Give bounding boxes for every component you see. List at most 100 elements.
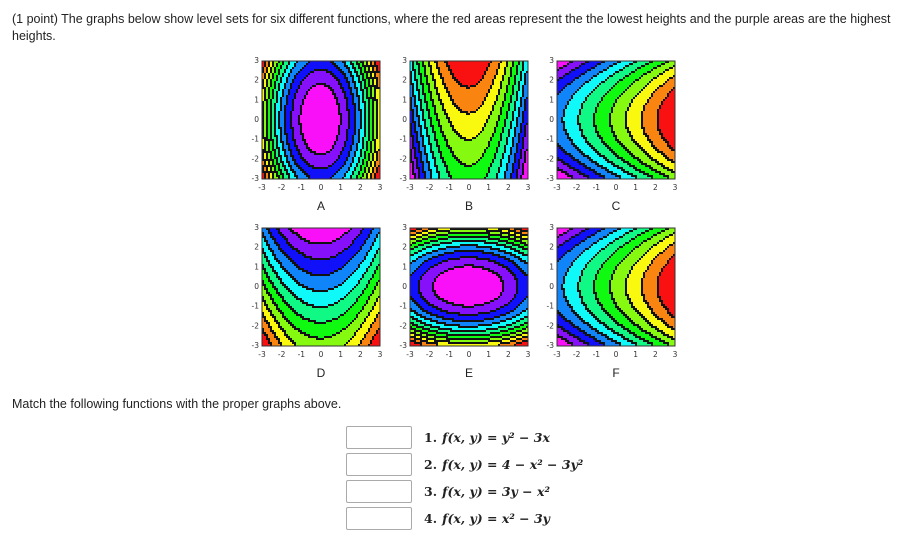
- contour-band: [356, 109, 359, 112]
- contour-band: [340, 107, 347, 110]
- contour-band: [514, 83, 517, 86]
- contour-band: [412, 103, 415, 106]
- contour-band: [330, 89, 335, 92]
- contour-band: [376, 105, 379, 108]
- contour-band: [422, 93, 427, 96]
- contour-band: [613, 85, 616, 88]
- contour-band: [374, 79, 377, 82]
- contour-band: [486, 93, 489, 96]
- contour-band: [296, 75, 307, 78]
- contour-band: [276, 113, 279, 116]
- contour-band: [649, 101, 662, 104]
- contour-band: [272, 280, 281, 283]
- contour-band: [490, 117, 499, 120]
- contour-band: [354, 155, 357, 158]
- contour-band: [639, 79, 652, 82]
- contour-band: [338, 111, 341, 114]
- contour-band: [518, 123, 521, 126]
- contour-band: [522, 67, 525, 70]
- contour-band: [264, 234, 271, 237]
- contour-band: [516, 177, 519, 180]
- contour-band: [514, 105, 517, 108]
- contour-band: [374, 119, 377, 122]
- contour-band: [514, 63, 519, 66]
- contour-band: [378, 107, 381, 110]
- contour-band: [266, 75, 269, 78]
- contour-band: [354, 171, 359, 174]
- contour-band: [346, 105, 349, 108]
- contour-band: [412, 67, 415, 70]
- contour-band: [378, 131, 381, 134]
- contour-band: [661, 171, 672, 174]
- contour-band: [278, 155, 283, 158]
- contour-band: [577, 149, 582, 152]
- contour-band: [667, 81, 676, 84]
- contour-band: [360, 89, 365, 92]
- contour-band: [262, 83, 265, 86]
- contour-band: [522, 139, 525, 142]
- contour-band: [520, 161, 525, 164]
- contour-band: [264, 280, 269, 283]
- contour-band: [440, 71, 451, 74]
- contour-band: [360, 119, 363, 122]
- contour-band: [370, 93, 373, 96]
- contour-band: [603, 71, 616, 74]
- contour-band: [524, 145, 529, 148]
- contour-band: [601, 139, 604, 142]
- contour-band: [278, 157, 281, 160]
- contour-band: [498, 65, 501, 68]
- contour-band: [565, 113, 580, 116]
- contour-band: [354, 141, 359, 144]
- contour-band: [282, 175, 285, 178]
- contour-band: [657, 159, 668, 162]
- contour-band: [673, 169, 676, 172]
- contour-band: [346, 139, 349, 142]
- contour-band: [354, 87, 359, 90]
- contour-band: [502, 81, 509, 84]
- contour-band: [350, 290, 353, 293]
- contour-band: [266, 268, 273, 271]
- contour-band: [266, 236, 271, 239]
- contour-band: [504, 79, 509, 82]
- contour-band: [438, 65, 447, 68]
- contour-band: [350, 228, 353, 231]
- contour-band: [372, 73, 375, 76]
- contour-band: [500, 163, 503, 166]
- contour-band: [633, 97, 636, 100]
- contour-band: [274, 250, 281, 253]
- contour-band: [516, 161, 519, 164]
- contour-band: [416, 167, 421, 170]
- contour-band: [496, 147, 499, 150]
- contour-band: [496, 69, 499, 72]
- contour-band: [332, 145, 335, 148]
- contour-band: [514, 119, 517, 122]
- contour-band: [639, 93, 652, 96]
- contour-band: [627, 173, 634, 176]
- contour-band: [426, 133, 429, 136]
- contour-band: [484, 103, 495, 106]
- contour-band: [557, 171, 562, 174]
- contour-band: [414, 125, 417, 128]
- contour-band: [623, 93, 638, 96]
- contour-band: [514, 61, 519, 64]
- contour-band: [284, 169, 289, 172]
- contour-band: [372, 159, 375, 162]
- contour-band: [286, 137, 289, 140]
- contour-band: [595, 109, 598, 112]
- contour-band: [629, 73, 632, 76]
- contour-band: [522, 177, 529, 180]
- contour-band: [304, 173, 309, 176]
- contour-band: [336, 256, 353, 259]
- contour-band: [280, 244, 289, 247]
- contour-band: [362, 262, 371, 265]
- contour-band: [649, 137, 662, 140]
- contour-band: [372, 67, 375, 70]
- contour-band: [286, 125, 291, 128]
- contour-band: [354, 153, 357, 156]
- contour-band: [264, 272, 269, 275]
- contour-band: [581, 123, 594, 126]
- contour-band: [516, 127, 521, 130]
- contour-band: [410, 85, 413, 88]
- contour-band: [268, 121, 271, 124]
